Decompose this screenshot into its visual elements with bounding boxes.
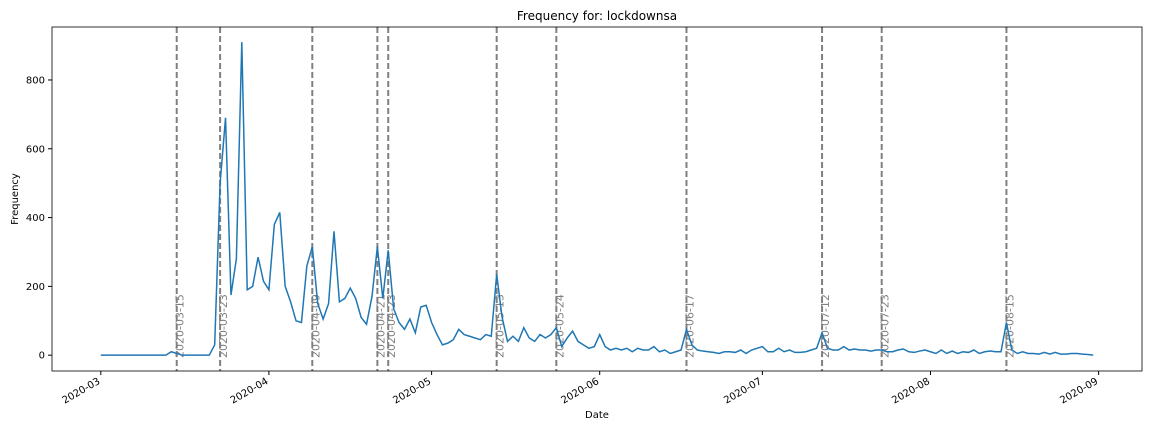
x-axis-label: Date (585, 410, 609, 421)
marker-label: 2020-07-12 (819, 294, 832, 358)
marker-label: 2020-06-17 (683, 294, 696, 358)
y-tick-label: 600 (26, 144, 45, 155)
chart-title: Frequency for: lockdownsa (517, 9, 677, 23)
marker-label: 2020-04-21 (374, 294, 387, 358)
y-tick-label: 400 (26, 213, 45, 224)
y-tick-label: 200 (26, 282, 45, 293)
data-line (100, 42, 1094, 356)
marker-label: 2020-07-23 (879, 294, 892, 358)
marker-label: 2020-08-15 (1003, 294, 1016, 358)
plot-frame (51, 26, 1143, 372)
y-tick-label: 800 (26, 75, 45, 86)
marker-label: 2020-04-23 (385, 294, 398, 358)
y-tick-label: 0 (39, 351, 45, 362)
y-axis-label: Frequency (10, 173, 21, 225)
marker-label: 2020-05-24 (553, 294, 566, 358)
marker-label: 2020-04-09 (309, 294, 322, 358)
marker-label: 2020-03-15 (174, 294, 187, 358)
marker-label: 2020-03-23 (217, 294, 230, 358)
marker-label: 2020-05-13 (494, 294, 507, 358)
